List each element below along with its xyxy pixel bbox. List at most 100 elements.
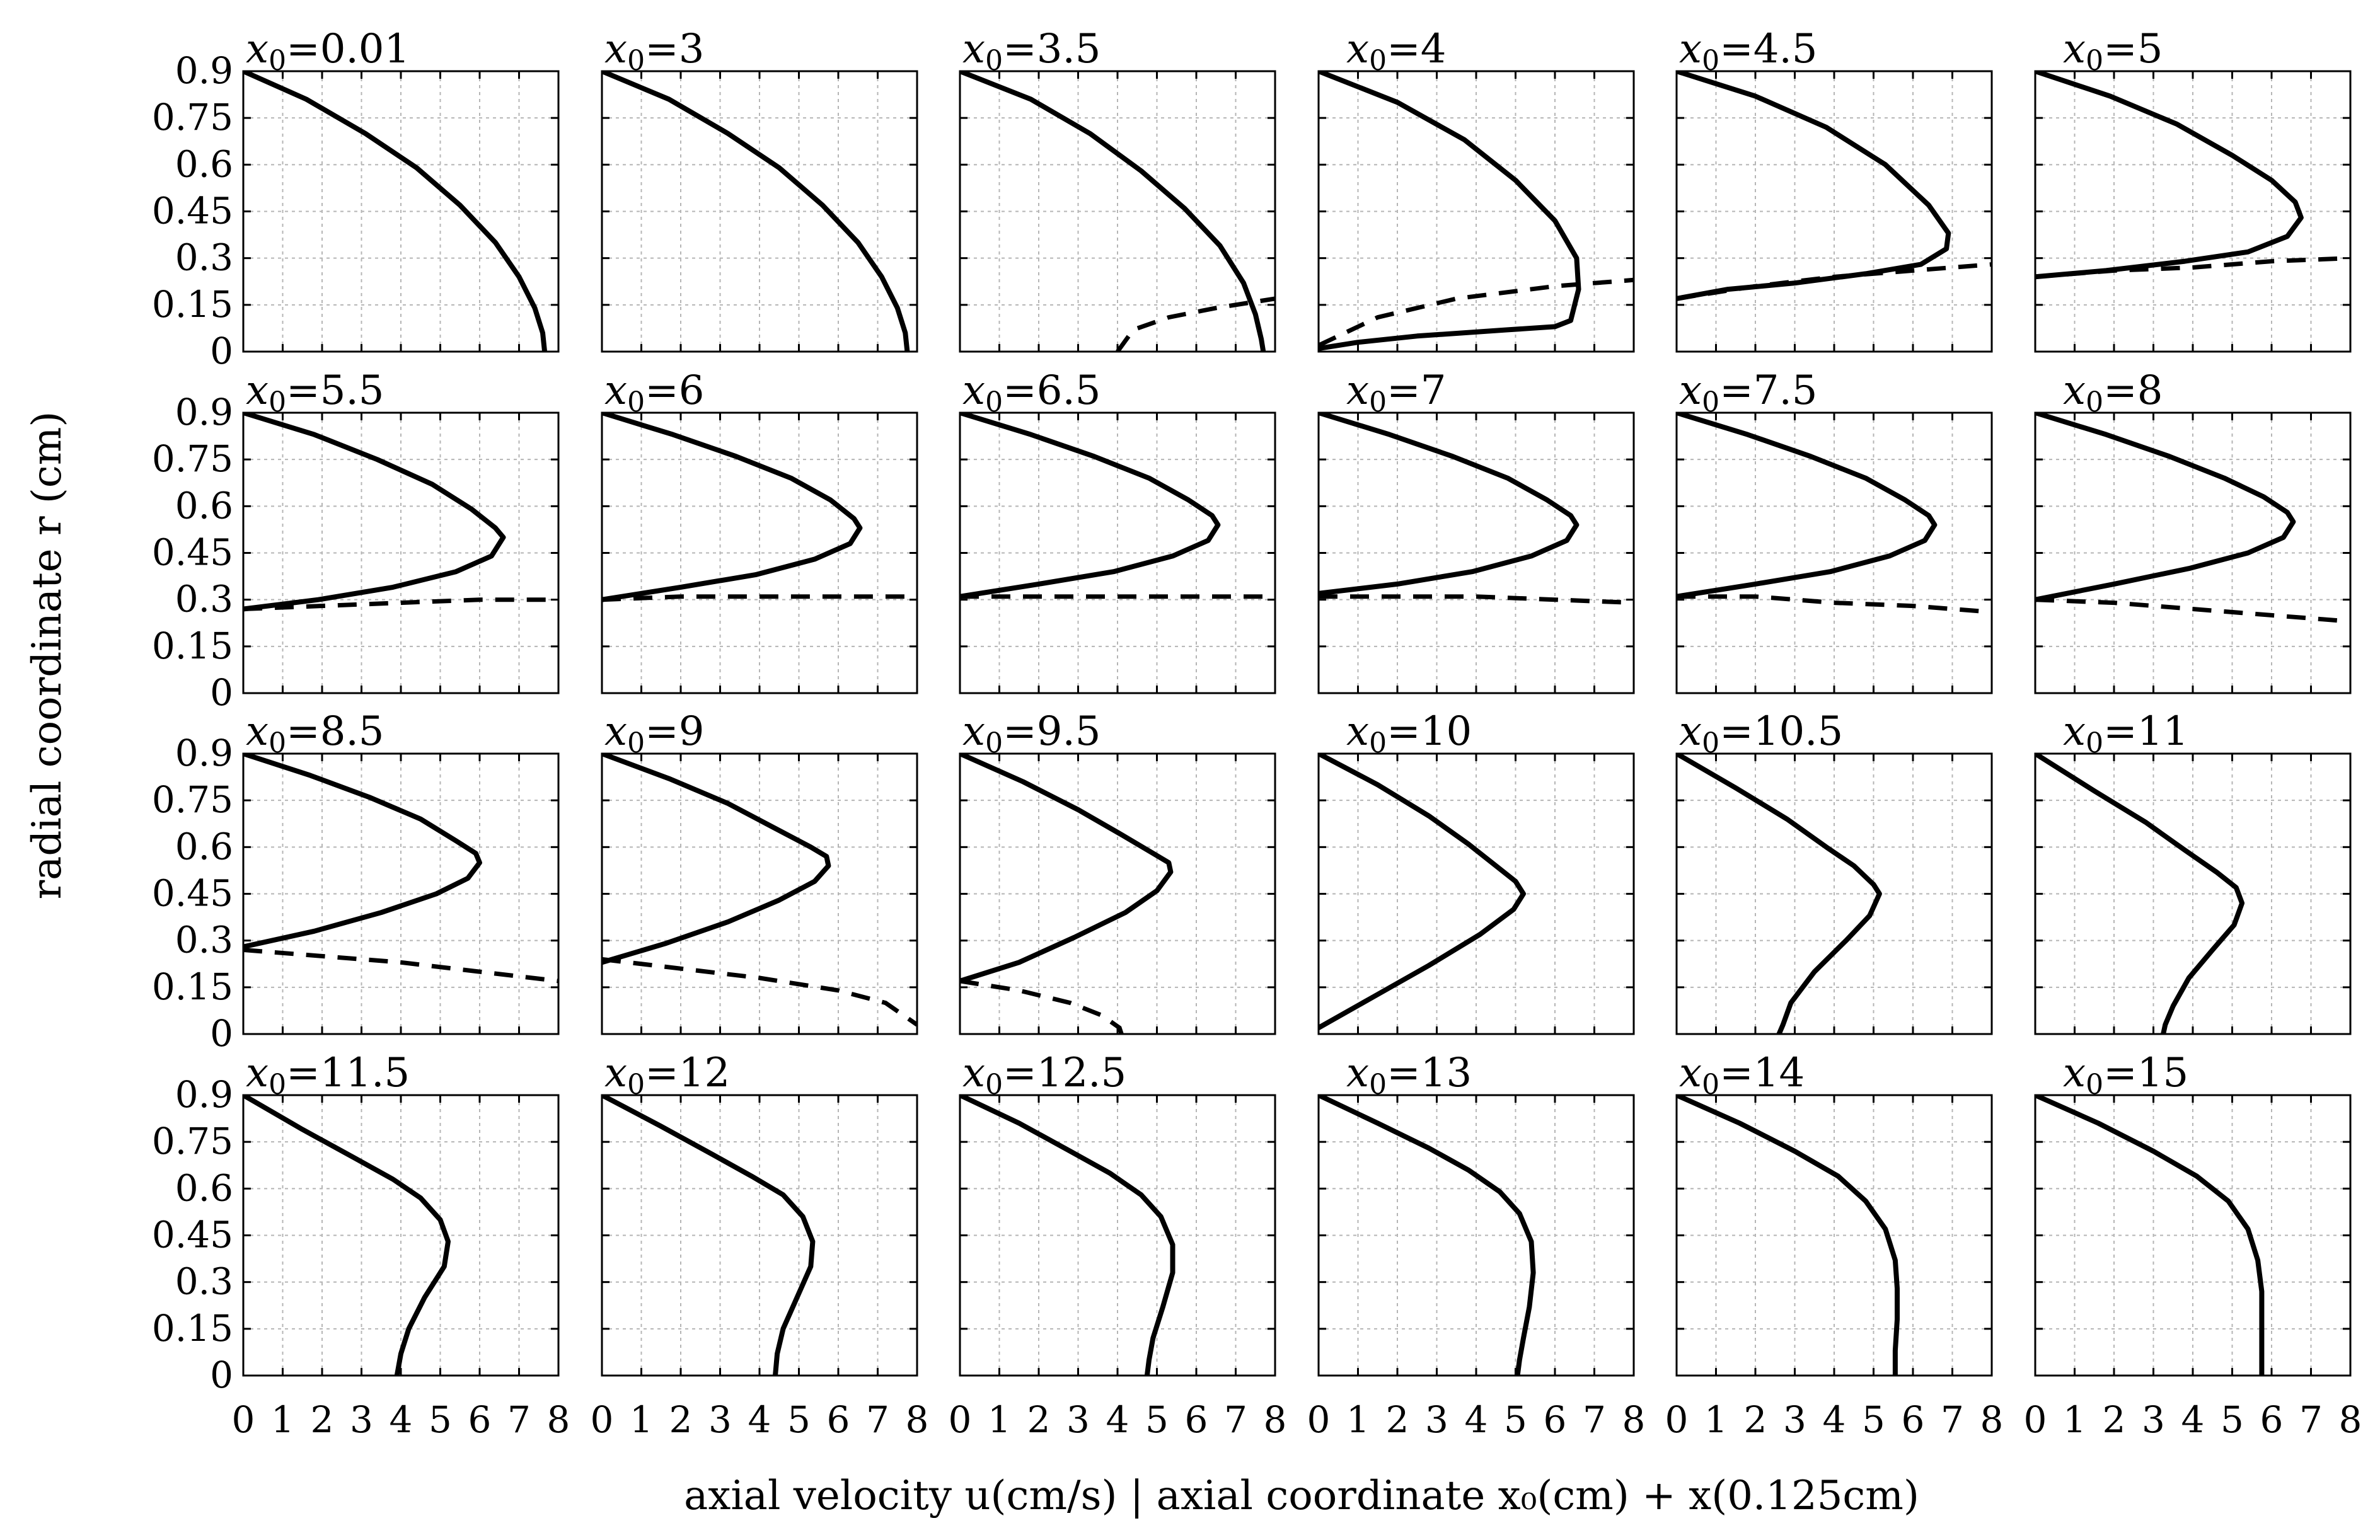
- velocity-profile-curve: [1677, 1095, 1900, 1376]
- dashed-curve: [1677, 594, 1992, 614]
- panel: x0=10.5: [1675, 708, 1993, 1035]
- x-tick-label: 3: [350, 1398, 373, 1441]
- y-tick-label: 0.3: [175, 578, 233, 621]
- velocity-profile-curve: [243, 754, 482, 950]
- x-tick-label: 4: [390, 1398, 413, 1441]
- panel-title: x0=9.5: [962, 708, 1101, 759]
- y-tick-label: 0.9: [175, 732, 233, 774]
- panel: x0=3.5: [959, 26, 1276, 353]
- velocity-profile-curve: [243, 71, 548, 352]
- velocity-profile-curve: [602, 413, 863, 602]
- dashed-curve: [1116, 296, 1275, 352]
- panel: x0=6: [601, 367, 918, 694]
- x-tick-label: 1: [988, 1398, 1011, 1441]
- x-tick-label: 4: [1465, 1398, 1488, 1441]
- y-tick-label: 0: [210, 671, 233, 714]
- y-tick-label: 0.9: [175, 1073, 233, 1116]
- dashed-curve: [243, 948, 558, 984]
- velocity-profile-curve: [1319, 71, 1581, 352]
- x-tick-label: 7: [2299, 1398, 2323, 1441]
- x-tick-label: 6: [1185, 1398, 1208, 1441]
- x-tick-label: 8: [906, 1398, 929, 1441]
- panel: x0=8: [2034, 367, 2352, 694]
- x-tick-label: 1: [630, 1398, 653, 1441]
- x-tick-label: 3: [1425, 1398, 1448, 1441]
- x-tick-label: 0: [2024, 1398, 2047, 1441]
- x-tick-label: 4: [748, 1398, 771, 1441]
- x-tick-label: 1: [1704, 1398, 1728, 1441]
- x-tick-label: 4: [1823, 1398, 1846, 1441]
- panel-title: x0=12: [604, 1050, 730, 1101]
- x-tick-label: 3: [2142, 1398, 2165, 1441]
- panel: x0=4: [1317, 26, 1635, 353]
- x-tick-label: 8: [1622, 1398, 1646, 1441]
- velocity-profile-curve: [243, 1095, 451, 1376]
- x-tick-label: 0: [1307, 1398, 1331, 1441]
- y-tick-label: 0.45: [152, 1214, 233, 1256]
- x-tick-label: 2: [1386, 1398, 1409, 1441]
- x-tick-label: 7: [866, 1398, 889, 1441]
- dashed-curve: [960, 979, 1124, 1034]
- panel-title: x0=10.5: [1679, 708, 1843, 759]
- y-tick-label: 0.3: [175, 236, 233, 279]
- x-tick-label: 6: [468, 1398, 492, 1441]
- velocity-profile-curve: [2035, 71, 2304, 280]
- velocity-profile-curve: [1677, 71, 1951, 301]
- x-tick-label: 0: [232, 1398, 255, 1441]
- panel-title: x0=4.5: [1679, 26, 1818, 77]
- y-tick-label: 0.15: [152, 283, 233, 326]
- x-tick-label: 3: [708, 1398, 732, 1441]
- y-axis-label: radial coordinate r (cm): [24, 411, 71, 900]
- x-tick-label: 1: [271, 1398, 294, 1441]
- y-tick-label: 0.75: [152, 96, 233, 139]
- dashed-curve: [2035, 597, 2350, 624]
- panel: 0 1 2 3 4 5 6 7 8 x0=15: [2024, 1050, 2362, 1441]
- x-tick-label: 7: [1583, 1398, 1606, 1441]
- x-tick-label: 4: [2181, 1398, 2205, 1441]
- panel-title: x0=9: [604, 708, 704, 759]
- panel: 00.150.30.450.60.750.9 x0=8.5: [152, 708, 560, 1055]
- y-tick-label: 0.6: [175, 1166, 233, 1209]
- panel-title: x0=12.5: [962, 1050, 1126, 1101]
- panel: 0 1 2 3 4 5 6 7 8 x0=14: [1665, 1050, 2004, 1441]
- x-axis-label: axial velocity u(cm/s) | axial coordinat…: [684, 1473, 1919, 1519]
- velocity-profile-curve: [1319, 754, 1526, 1031]
- velocity-profile-curve: [1677, 413, 1938, 599]
- panel-title: x0=10: [1346, 708, 1472, 759]
- panel: x0=9: [601, 708, 918, 1035]
- dashed-curve: [1319, 594, 1634, 606]
- panel-title: x0=13: [1346, 1050, 1472, 1101]
- dashed-curve: [602, 957, 917, 1027]
- velocity-profile-curve: [243, 413, 506, 612]
- panel: 0 1 2 3 4 5 6 7 8 x0=12: [591, 1050, 929, 1441]
- panel: x0=5: [2034, 26, 2352, 353]
- panel-title: x0=6: [604, 367, 704, 418]
- y-tick-label: 0: [210, 1353, 233, 1396]
- panel: 0 1 2 3 4 5 6 7 8 x0=12.5: [949, 1050, 1287, 1441]
- x-tick-label: 8: [1980, 1398, 2004, 1441]
- panel-title: x0=15: [2063, 1050, 2188, 1101]
- dashed-curve: [243, 597, 558, 611]
- y-tick-label: 0.45: [152, 531, 233, 574]
- panel-title: x0=3: [604, 26, 704, 77]
- velocity-profile-curve: [602, 1095, 816, 1376]
- y-tick-label: 0: [210, 330, 233, 372]
- dashed-curve: [1319, 277, 1634, 348]
- y-tick-label: 0.9: [175, 391, 233, 434]
- x-tick-label: 6: [827, 1398, 850, 1441]
- x-tick-label: 1: [1346, 1398, 1370, 1441]
- panel-title: x0=4: [1346, 26, 1446, 77]
- panel-title: x0=11.5: [246, 1050, 410, 1101]
- velocity-profile-curve: [1319, 413, 1580, 596]
- velocity-profile-curve: [960, 754, 1174, 984]
- x-tick-label: 5: [1862, 1398, 1885, 1441]
- velocity-profile-curve: [2035, 1095, 2265, 1376]
- y-tick-label: 0.15: [152, 1307, 233, 1350]
- x-tick-label: 1: [2063, 1398, 2086, 1441]
- velocity-profile-curve: [960, 71, 1266, 352]
- y-tick-label: 0.6: [175, 825, 233, 868]
- panel: 00.150.30.450.60.750.9 x0=5.5: [152, 367, 560, 714]
- y-tick-label: 0.3: [175, 919, 233, 962]
- panel: x0=7.5: [1675, 367, 1993, 694]
